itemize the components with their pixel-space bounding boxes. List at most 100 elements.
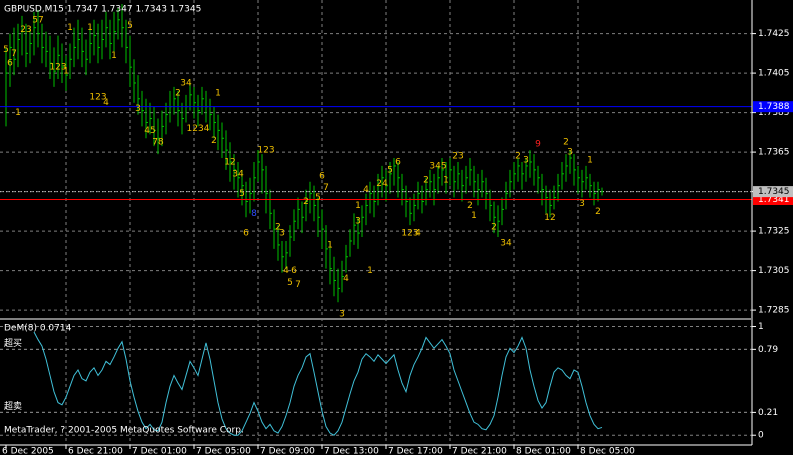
x-tick-label: 7 Dec 01:00 [132, 447, 187, 455]
annotation: 1 [63, 67, 69, 77]
annotation: 5 [315, 193, 321, 203]
annotation: 1234 [187, 124, 210, 134]
price-label: 1.7341 [758, 195, 790, 205]
annotation: 7 [295, 280, 301, 290]
annotation: 1 [471, 211, 477, 221]
annotation: 4 [283, 266, 289, 276]
annotation: 3 [567, 148, 573, 158]
annotation: 4 [343, 274, 349, 284]
level-label: 超买 [4, 337, 22, 349]
chart-title: GBPUSD,M15 1.7347 1.7347 1.7343 1.7345 [4, 5, 201, 15]
x-tick-label: 8 Dec 05:00 [580, 447, 635, 455]
y-tick-label: 0.21 [758, 408, 778, 418]
annotation: 2 [423, 175, 429, 185]
annotation: 345 [429, 161, 446, 171]
annotation: 123 [49, 63, 66, 73]
y-tick-label: 0 [758, 431, 764, 441]
copyright: MetaTrader, ? 2001-2005 MetaQuotes Softw… [4, 426, 244, 436]
x-tick-label: 7 Dec 17:00 [388, 447, 443, 455]
labels: 1.7425 1.7405 1.7385 1.7365 1.7345 1.7325 1.73… [2, 15, 793, 455]
level-label: 超卖 [4, 400, 22, 412]
annotation: 12 [544, 213, 555, 223]
annotation: 123 [401, 229, 418, 239]
annotation: 3 [339, 310, 345, 320]
annotation: 2 [303, 197, 309, 207]
y-tick-label: 0.79 [758, 345, 778, 355]
annotation: 1 [443, 175, 449, 185]
indicator-title: DeM(8) 0.0714 [4, 324, 72, 334]
y-tick-label: 1.7425 [758, 29, 790, 39]
annotation: 5 [387, 165, 393, 175]
annotation: 1 [87, 23, 93, 33]
y-tick-label: 1.7385 [758, 108, 790, 118]
annotation: 1 [355, 201, 361, 211]
marks [0, 3, 752, 436]
annotation: 1 [215, 88, 221, 98]
annotation: 78 [152, 138, 164, 148]
y-tick-label: 1.7325 [758, 227, 790, 237]
annotation: 24 [376, 179, 388, 189]
x-tick-label: 8 Dec 01:00 [516, 447, 571, 455]
annotation: 1 [67, 23, 73, 33]
annotation: 9 [535, 140, 541, 150]
y-tick-label: 1.7405 [758, 69, 790, 79]
x-tick-label: 7 Dec 09:00 [260, 447, 315, 455]
annotation: 1 [111, 51, 117, 61]
annotation: 2 [491, 223, 497, 233]
annotation: 4 [103, 98, 109, 108]
annotation: 12 [224, 157, 235, 167]
x-tick-label: 6 Dec 2005 [2, 447, 54, 455]
price-label-box [753, 101, 793, 113]
annotation: 8 [251, 209, 257, 219]
annotation: 2 [175, 88, 181, 98]
y-tick-label: 1.7285 [758, 306, 790, 316]
annotation: 2 [275, 223, 281, 233]
annotation: 34 [180, 78, 192, 88]
annotation: 4 [363, 185, 369, 195]
annotation: 123 [257, 146, 274, 156]
annotation: 34 [500, 238, 512, 248]
annotation: 1 [15, 108, 21, 118]
annotation: 6 [291, 266, 297, 276]
annotation: 3 [579, 199, 585, 209]
annotation: 34 [232, 169, 244, 179]
annotation: 5 [3, 45, 9, 55]
y-tick-label: 1.7365 [758, 148, 790, 158]
annotation: 1 [587, 156, 593, 166]
annotation: 2 [563, 138, 569, 148]
annotation: 6 [7, 59, 13, 69]
annotation: 5 [127, 21, 133, 31]
annotation: 7 [323, 183, 329, 193]
x-tick-label: 7 Dec 13:00 [324, 447, 379, 455]
annotation: 5 [287, 278, 293, 288]
price-label-box [753, 186, 793, 198]
annotation: 123 [89, 92, 106, 102]
annotation: 4 [415, 229, 421, 239]
annotation: 5 [239, 189, 245, 199]
annotation: 57 [32, 15, 43, 25]
annotation: 6 [243, 229, 249, 239]
price-label-box [753, 194, 793, 205]
x-tick-label: 7 Dec 05:00 [196, 447, 251, 455]
annotation: 2 [595, 207, 601, 217]
annotation: 3 [279, 229, 285, 239]
annotation: 3 [135, 104, 141, 114]
annotation: 2 [211, 136, 217, 146]
annotation: 45 [144, 126, 155, 136]
annotation: 1 [367, 266, 373, 276]
annotation: 6 [395, 157, 401, 167]
price-label: 1.7345 [758, 187, 790, 197]
indicator-line [33, 331, 603, 436]
price-label: 1.7388 [758, 102, 790, 112]
annotation: 23 [20, 25, 31, 35]
grid [0, 0, 756, 449]
x-tick-label: 7 Dec 21:00 [452, 447, 507, 455]
x-tick-label: 6 Dec 21:00 [68, 447, 123, 455]
annotation: 1 [327, 240, 333, 250]
annotation: 3 [355, 217, 361, 227]
y-tick-label: 1 [758, 322, 764, 332]
annotation: 2 [467, 201, 473, 211]
